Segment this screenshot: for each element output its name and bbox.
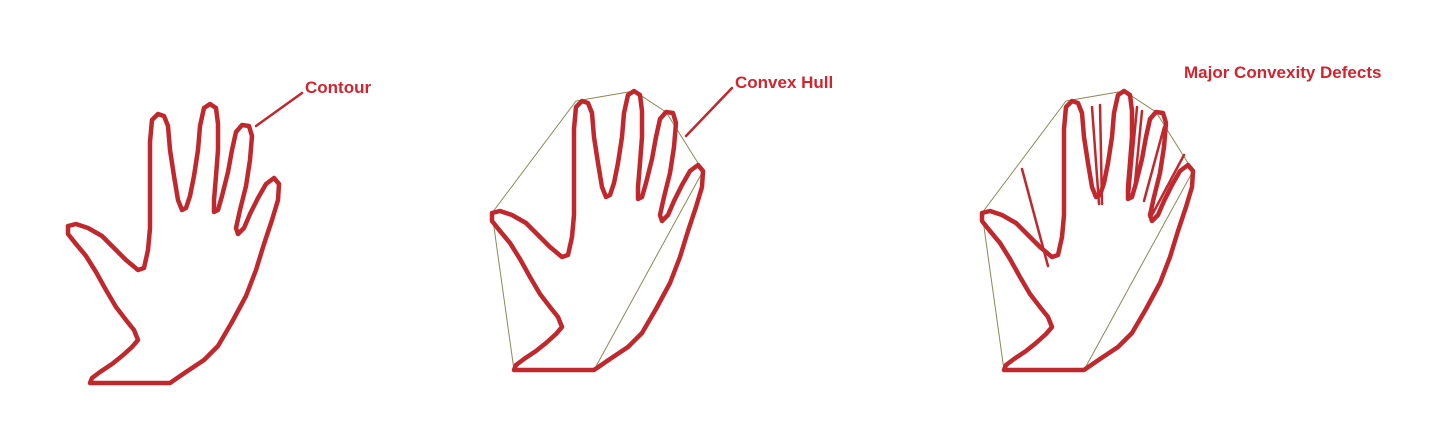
- defect-line-ring-pinky-a: [1132, 109, 1144, 195]
- defect-line-ring-pinky-b: [1142, 125, 1166, 203]
- panel-convexity-defects: [979, 88, 1196, 373]
- convexity-defects-label: Major Convexity Defects: [1184, 63, 1381, 82]
- contour-leader-line: [254, 91, 304, 128]
- panel-contour: Contour: [65, 78, 371, 386]
- defect-line-middle-ring: [1127, 105, 1139, 197]
- hand-contour: [65, 101, 282, 386]
- convex-hull-leader-line: [684, 86, 734, 138]
- convex-hull-label: Convex Hull: [735, 73, 833, 92]
- hand-contour: [979, 88, 1196, 373]
- defect-line-pinky: [1150, 153, 1186, 217]
- defect-line-middle-index: [1098, 103, 1104, 206]
- defect-line-thumb: [1020, 167, 1050, 268]
- contour-label: Contour: [305, 78, 371, 97]
- hand-contour: [489, 88, 706, 373]
- defect-line-index-middle: [1090, 105, 1101, 206]
- panel-convex-hull: [489, 88, 706, 373]
